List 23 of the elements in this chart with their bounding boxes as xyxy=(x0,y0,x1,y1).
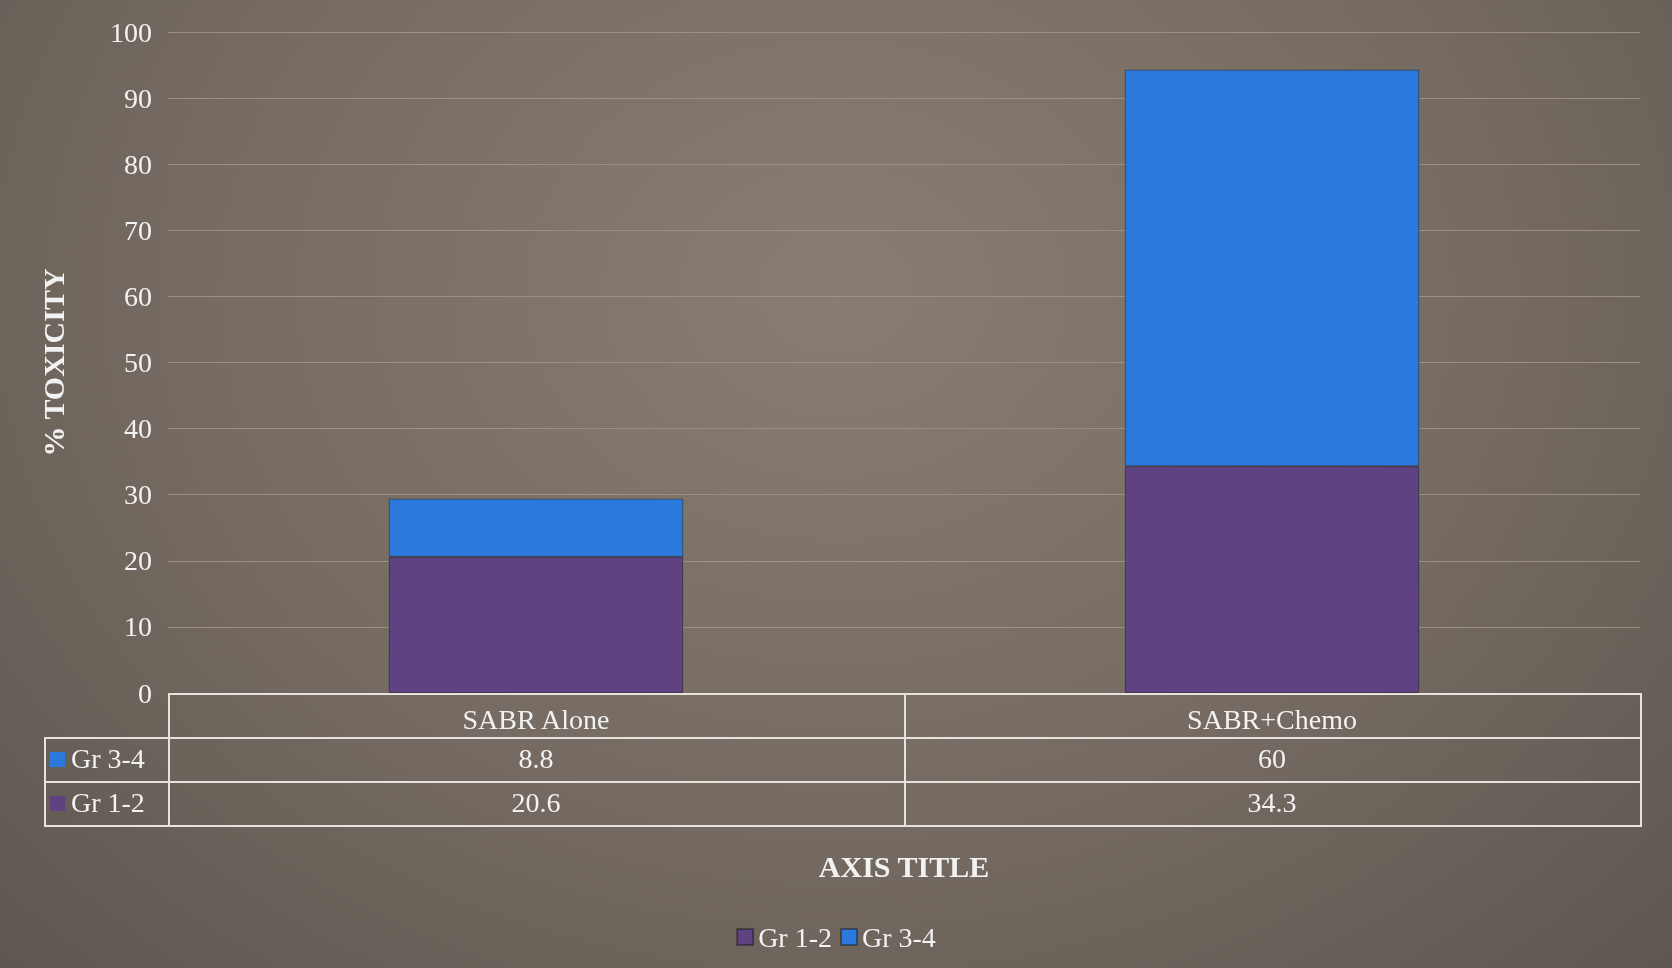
legend-label: Gr 3-4 xyxy=(862,921,936,953)
y-tick-label: 60 xyxy=(124,280,152,312)
y-tick-label: 40 xyxy=(124,413,152,445)
y-tick-label: 70 xyxy=(124,214,152,246)
y-tick-label: 20 xyxy=(124,545,152,577)
data-label: 34.3 xyxy=(1246,786,1298,820)
data-label: 60 xyxy=(1257,742,1287,776)
y-tick-label: 90 xyxy=(124,82,152,114)
y-axis-title: % TOXICITY xyxy=(36,268,70,457)
y-tick-label: 30 xyxy=(124,479,152,511)
y-tick-label: 50 xyxy=(124,347,152,378)
data-label: 8.8 xyxy=(517,742,555,776)
y-tick-label: 0 xyxy=(138,677,152,709)
y-tick-label: 80 xyxy=(124,148,152,180)
y-tick-label: 100 xyxy=(110,16,152,48)
x-tick-label: SABR+Chemo xyxy=(1187,703,1357,735)
y-tick-label: 10 xyxy=(124,611,152,643)
x-axis-title: AXIS TITLE xyxy=(818,849,990,883)
text: Gr 3-4 xyxy=(71,743,145,774)
text: Gr 1-2 xyxy=(71,787,145,818)
data-label: 20.6 xyxy=(510,786,562,820)
x-tick-label: SABR Alone xyxy=(462,703,610,735)
legend-label: Gr 1-2 xyxy=(758,921,833,953)
